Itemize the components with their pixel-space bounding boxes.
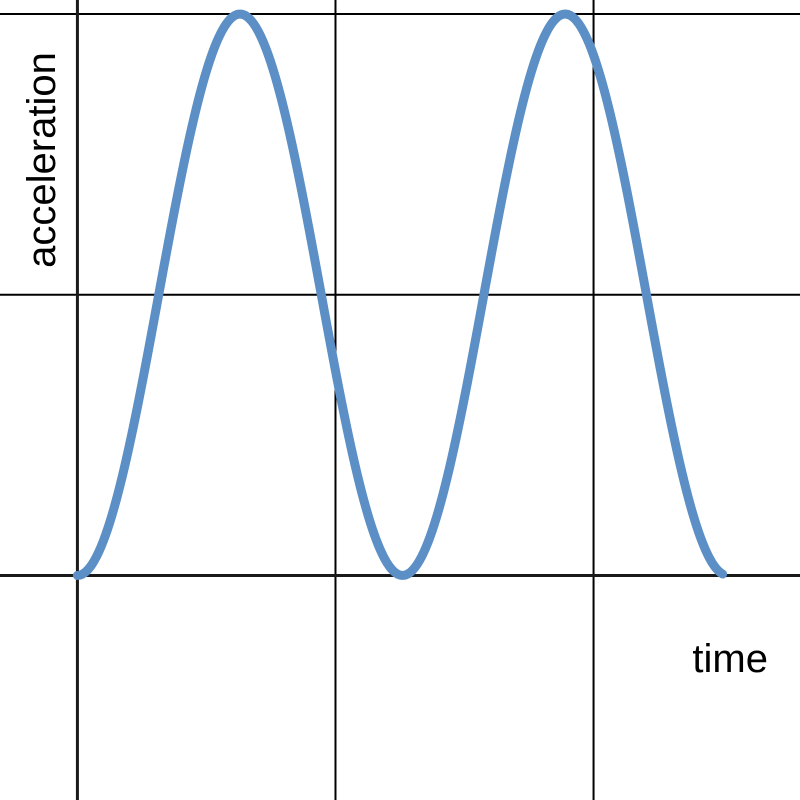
series-line xyxy=(72,9,728,580)
y-axis-label: acceleration xyxy=(20,52,64,268)
series-layer xyxy=(72,9,728,580)
x-axis-label: time xyxy=(692,637,768,681)
